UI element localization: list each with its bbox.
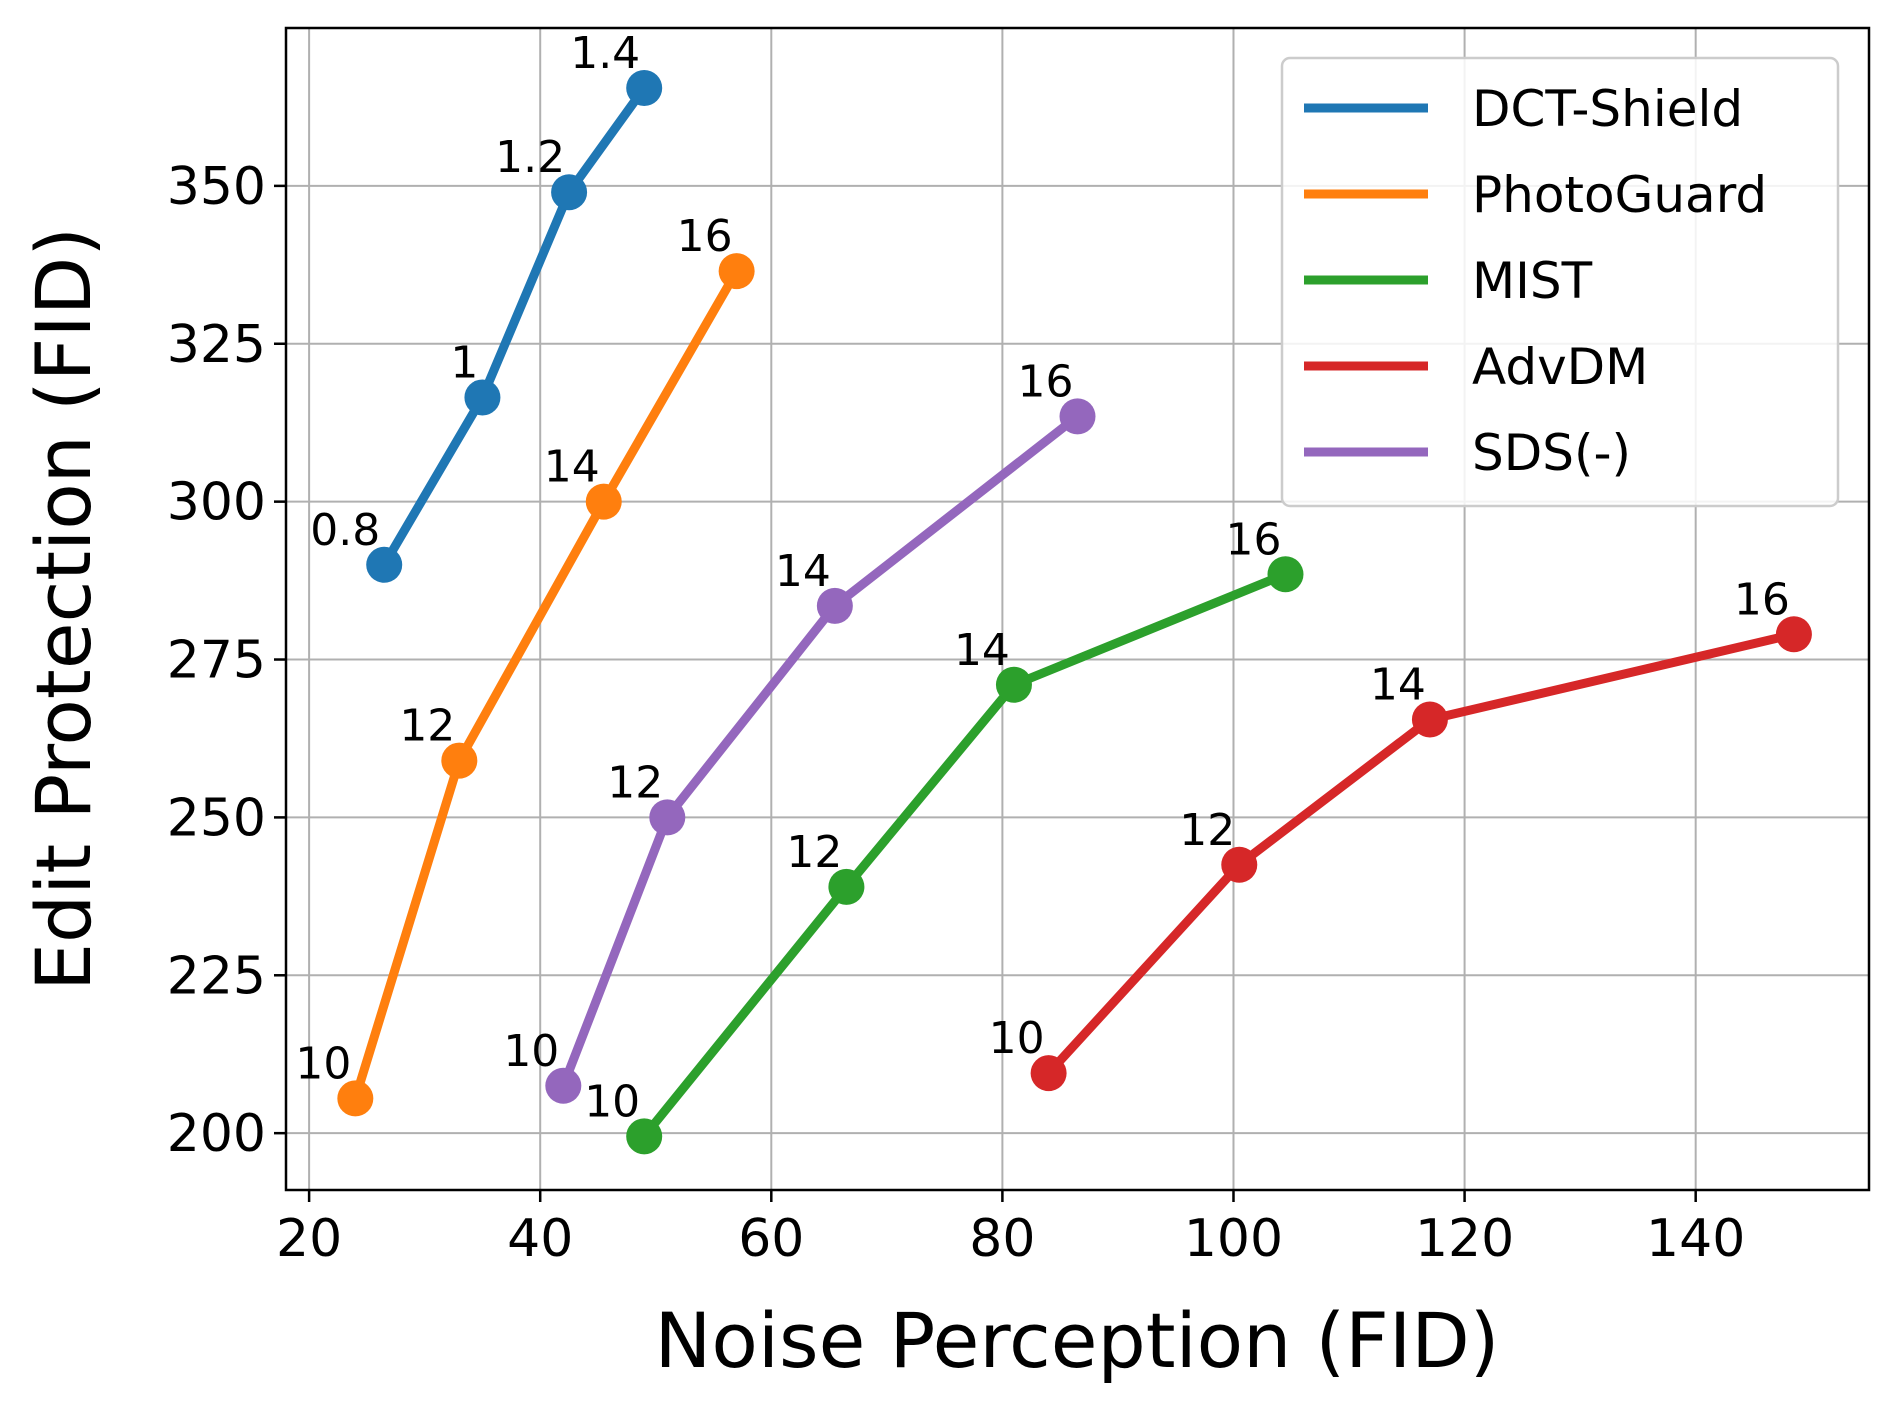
data-label-advdm: 14 [1370,660,1426,711]
data-label-dct-shield: 1.4 [570,28,640,79]
legend-box [1280,56,1840,508]
data-label-advdm: 12 [1179,805,1235,856]
data-point-dct-shield [464,379,501,416]
series-line-photoguard [350,266,742,1103]
plot-frame [284,26,1871,1192]
data-point-sds [816,587,853,624]
data-point-mist [1267,556,1304,593]
data-point-photoguard [585,483,622,520]
data-point-advdm [1221,846,1258,883]
x-tick-label: 20 [276,1209,342,1269]
series-sds: 10 12 14 16 [503,356,1096,1104]
ticks: 20 40 60 80 100 120 140 200 225 250 275 300 325 350 [167,157,1746,1269]
data-point-mist [995,666,1032,703]
series-line-mist [639,569,1290,1141]
y-tick-label: 325 [167,315,266,375]
data-point-mist [626,1118,663,1155]
series-line-sds [558,411,1082,1091]
y-tick-label: 350 [167,157,266,217]
legend-label-mist: MIST [1472,252,1593,310]
y-tick-label: 200 [167,1104,266,1164]
legend: DCT-Shield PhotoGuard MIST AdvDM SDS(-) [1280,56,1840,508]
y-tick-label: 300 [167,473,266,533]
data-label-photoguard: 14 [544,442,600,493]
data-point-photoguard [337,1080,374,1117]
data-label-mist: 10 [584,1076,640,1127]
y-tick-label: 275 [167,631,266,691]
data-point-advdm [1775,616,1812,653]
series-mist: 10 12 14 16 [584,514,1304,1155]
series-group: 0.8 1 1.2 1.4 10 12 14 16 10 12 14 16 10 12 14 16 10 12 14… [295,28,1812,1155]
data-label-dct-shield: 0.8 [310,505,380,556]
data-label-dct-shield: 1.2 [495,132,565,183]
data-label-sds: 12 [607,757,663,808]
series-line-dct-shield [379,83,649,570]
data-label-mist: 16 [1225,514,1281,565]
data-label-photoguard: 10 [295,1038,351,1089]
data-label-advdm: 10 [989,1013,1045,1064]
series-photoguard: 10 12 14 16 [295,211,755,1117]
data-label-sds: 14 [775,546,831,597]
data-label-mist: 12 [786,827,842,878]
data-point-sds [649,799,686,836]
y-tick-label: 225 [167,946,266,1006]
x-tick-label: 100 [1184,1209,1283,1269]
x-tick-label: 60 [738,1209,804,1269]
series-advdm: 10 12 14 16 [989,574,1812,1092]
y-tick-label: 250 [167,788,266,848]
x-axis-label: Noise Perception (FID) [655,1296,1500,1385]
data-label-photoguard: 16 [677,211,733,262]
legend-label-sds: SDS(-) [1472,424,1631,482]
data-point-dct-shield [366,546,403,583]
data-point-photoguard [441,742,478,779]
data-point-dct-shield [551,174,588,211]
data-point-advdm [1030,1055,1067,1092]
series-line-advdm [1044,629,1799,1078]
data-label-dct-shield: 1 [450,337,478,388]
data-label-sds: 16 [1018,356,1074,407]
data-point-dct-shield [626,69,663,106]
data-label-advdm: 16 [1734,574,1790,625]
x-tick-label: 120 [1415,1209,1514,1269]
data-point-advdm [1411,701,1448,738]
x-tick-label: 40 [507,1209,573,1269]
x-tick-label: 140 [1646,1209,1745,1269]
data-label-sds: 10 [503,1026,559,1077]
y-axis-label: Edit Protection (FID) [19,227,108,991]
data-label-mist: 14 [954,625,1010,676]
data-point-sds [545,1067,582,1104]
data-label-photoguard: 12 [399,701,455,752]
legend-label-photoguard: PhotoGuard [1472,166,1767,224]
data-point-sds [1059,398,1096,435]
legend-label-dct-shield: DCT-Shield [1472,80,1743,138]
series-dct-shield: 0.8 1 1.2 1.4 [310,28,663,583]
data-point-photoguard [718,253,755,290]
x-tick-label: 80 [969,1209,1035,1269]
legend-label-advdm: AdvDM [1472,338,1648,396]
data-point-mist [828,868,865,905]
